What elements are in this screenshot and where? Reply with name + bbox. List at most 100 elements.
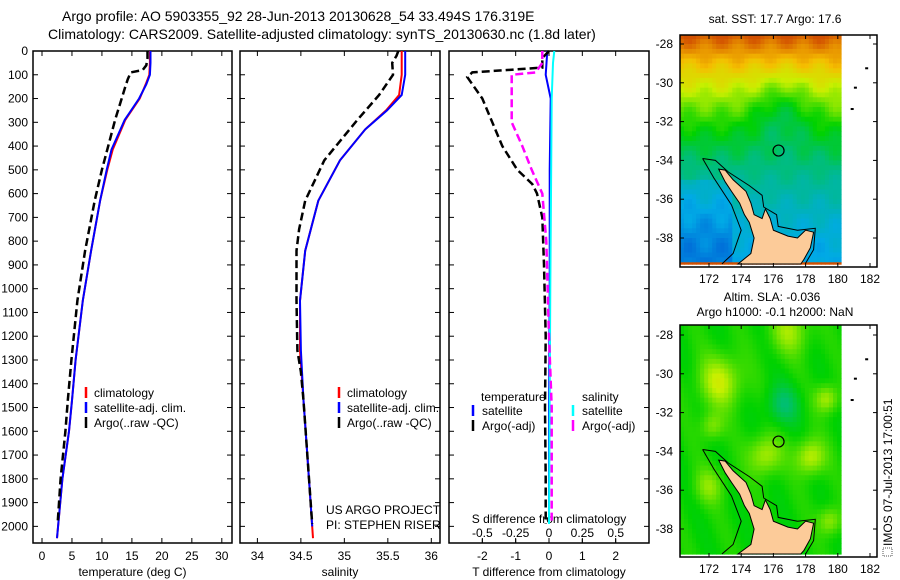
map-cell (796, 189, 802, 195)
map-cell (788, 494, 794, 501)
map-cell (708, 407, 713, 413)
map-cell (784, 354, 790, 360)
map-cell (712, 48, 717, 55)
map-cell (688, 368, 693, 374)
map-cell (692, 519, 697, 525)
map-cell (680, 422, 685, 428)
map-cell (808, 363, 814, 370)
map-cell (796, 77, 802, 84)
map-cell (788, 460, 794, 467)
map-cell (720, 402, 725, 408)
map-cell (688, 523, 693, 530)
map-cell (824, 412, 830, 418)
map-cell (760, 58, 766, 64)
map-cell (680, 165, 685, 171)
map-cell (692, 533, 697, 539)
map-cell (720, 470, 725, 476)
map-cell (720, 82, 725, 89)
lon-tick-label: 176 (763, 562, 783, 576)
map-cell (833, 141, 838, 147)
map-cell (837, 514, 842, 520)
map-cell (780, 446, 786, 452)
map-cell (700, 48, 705, 55)
map-cell (732, 150, 737, 157)
map-cell (732, 131, 737, 137)
map-cell (760, 368, 766, 374)
map-cell (760, 378, 766, 384)
map-cell (784, 199, 790, 205)
map-cell (720, 257, 725, 263)
map-cell (833, 228, 838, 234)
map-cell (684, 179, 689, 186)
map-cell (700, 82, 705, 89)
map-cell (772, 73, 778, 79)
map-cell (824, 73, 830, 79)
map-cell (736, 53, 741, 60)
map-cell (752, 199, 758, 205)
map-cell (764, 145, 770, 152)
map-cell (816, 48, 822, 55)
map-cell (740, 465, 745, 472)
map-cell (680, 39, 685, 45)
map-cell (728, 543, 733, 549)
map-cell (808, 451, 814, 457)
map-cell (684, 523, 689, 530)
map-cell (712, 499, 717, 505)
pi-label: PI: STEPHEN RISER (326, 518, 441, 532)
map-cell (688, 325, 693, 331)
map-cell (684, 63, 689, 69)
map-cell (833, 170, 838, 176)
map-cell (700, 402, 705, 408)
map-cell (684, 194, 689, 200)
map-cell (808, 155, 814, 161)
map-cell (728, 426, 733, 433)
map-cell (680, 475, 685, 481)
map-cell (736, 422, 741, 428)
map-cell (688, 247, 693, 254)
map-cell (812, 82, 818, 89)
map-cell (720, 87, 725, 94)
map-cell (724, 436, 729, 442)
map-cell (796, 145, 802, 152)
map-cell (784, 349, 790, 355)
map-cell (760, 402, 766, 408)
map-cell (744, 155, 749, 161)
map-cell (780, 349, 786, 355)
map-cell (833, 35, 838, 40)
map-cell (696, 354, 701, 360)
map-cell (756, 344, 762, 350)
map-cell (772, 213, 778, 220)
map-cell (712, 485, 717, 491)
depth-tick-label: 0 (21, 44, 28, 58)
map-cell (812, 373, 818, 379)
map-cell (724, 136, 729, 142)
map-cell (708, 199, 713, 205)
map-cell (772, 218, 778, 224)
map-cell (776, 131, 782, 137)
map-cell (780, 174, 786, 181)
map-cell (792, 136, 798, 142)
map-cell (732, 329, 737, 336)
map-cell (808, 407, 814, 413)
map-cell (696, 358, 701, 365)
map-cell (760, 407, 766, 413)
map-cell (680, 431, 685, 438)
map-cell (704, 509, 709, 515)
map-cell (833, 77, 838, 84)
map-cell (752, 116, 758, 123)
map-cell (784, 39, 790, 45)
map-cell (744, 358, 749, 365)
map-cell (768, 339, 774, 345)
map-cell (828, 523, 834, 530)
map-cell (776, 397, 782, 404)
map-cell (740, 102, 745, 108)
isobath-line (702, 449, 742, 555)
map-cell (692, 150, 697, 157)
map-cell (788, 44, 794, 50)
map-cell (692, 475, 697, 481)
map-cell (708, 174, 713, 181)
map-cell (688, 48, 693, 55)
map-cell (833, 247, 838, 254)
map-cell (740, 92, 745, 98)
map-cell (736, 499, 741, 505)
